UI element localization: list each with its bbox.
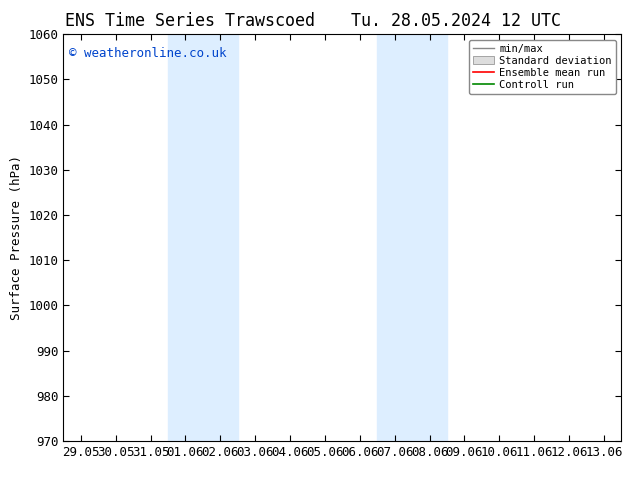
Text: Tu. 28.05.2024 12 UTC: Tu. 28.05.2024 12 UTC [351, 12, 562, 30]
Legend: min/max, Standard deviation, Ensemble mean run, Controll run: min/max, Standard deviation, Ensemble me… [469, 40, 616, 94]
Text: © weatheronline.co.uk: © weatheronline.co.uk [69, 47, 226, 59]
Bar [168, 34, 238, 441]
Bar [377, 34, 447, 441]
Text: ENS Time Series Trawscoed: ENS Time Series Trawscoed [65, 12, 315, 30]
Y-axis label: Surface Pressure (hPa): Surface Pressure (hPa) [10, 155, 23, 320]
